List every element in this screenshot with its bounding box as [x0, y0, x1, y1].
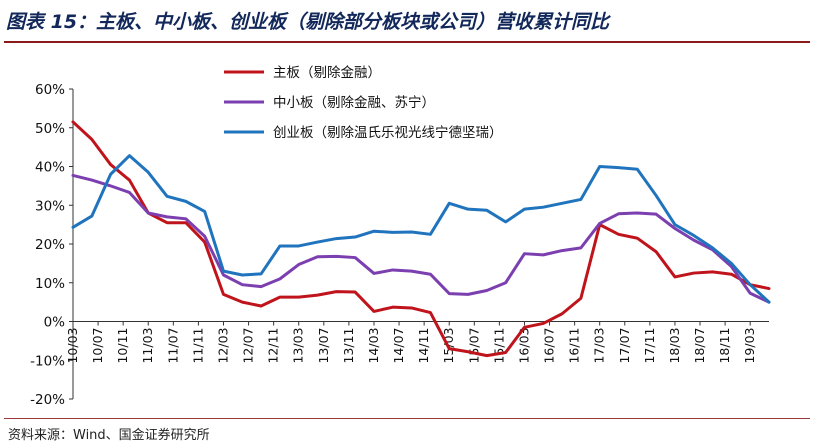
source-note: 资料来源：Wind、国金证券研究所 — [8, 428, 210, 443]
x-tick-label: 14/11 — [416, 328, 431, 364]
x-tick-label: 12/03 — [215, 328, 230, 364]
y-tick-label: 0% — [44, 315, 66, 331]
y-tick-label: 20% — [35, 237, 65, 253]
x-tick-label: 13/11 — [341, 328, 356, 364]
legend-label: 中小板（剔除金融、苏宁） — [273, 94, 435, 111]
footer-divider — [4, 418, 810, 419]
y-tick-label: -10% — [30, 353, 65, 369]
legend-label: 创业板（剔除温氏乐视光线宁德坚瑞） — [273, 124, 503, 141]
x-tick-label: 13/03 — [291, 328, 306, 364]
x-tick-label: 17/03 — [592, 328, 607, 364]
x-tick-label: 18/03 — [667, 328, 682, 364]
x-tick-label: 10/03 — [65, 328, 80, 364]
x-tick-label: 12/11 — [266, 328, 281, 364]
y-tick-label: 10% — [35, 276, 65, 292]
x-tick-label: 10/07 — [90, 328, 105, 364]
title-divider — [4, 41, 810, 43]
x-tick-label: 18/07 — [692, 328, 707, 364]
series-line-2 — [71, 173, 771, 304]
x-tick-label: 13/07 — [316, 328, 331, 364]
x-tick-label: 15/11 — [491, 328, 506, 364]
x-tick-label: 16/11 — [567, 328, 582, 364]
series-line-3 — [71, 154, 771, 304]
y-tick-label: -20% — [30, 392, 65, 408]
x-tick-label: 14/03 — [366, 328, 381, 364]
series-line-1 — [71, 120, 771, 358]
x-tick-label: 16/07 — [542, 328, 557, 364]
x-tick-label: 19/03 — [742, 328, 757, 364]
y-tick-label: 30% — [35, 198, 65, 214]
x-tick-label: 16/03 — [516, 328, 531, 364]
y-tick-label: 60% — [35, 82, 65, 98]
legend-label: 主板（剔除金融） — [273, 65, 381, 81]
y-tick-label: 50% — [35, 121, 65, 137]
x-tick-label: 18/11 — [717, 328, 732, 364]
x-tick-label: 14/07 — [391, 328, 406, 364]
figure-title: 图表 15：主板、中小板、创业板（剔除部分板块或公司）营收累计同比 — [6, 11, 610, 33]
x-tick-label: 17/11 — [642, 328, 657, 364]
y-tick-label: 40% — [35, 160, 65, 176]
x-tick-label: 12/07 — [241, 328, 256, 364]
x-tick-label: 11/07 — [165, 328, 180, 364]
x-tick-label: 11/11 — [190, 328, 205, 364]
x-tick-label: 11/03 — [140, 328, 155, 364]
x-tick-label: 10/11 — [115, 328, 130, 364]
x-tick-label: 17/07 — [617, 328, 632, 364]
x-tick-label: 15/07 — [466, 328, 481, 364]
